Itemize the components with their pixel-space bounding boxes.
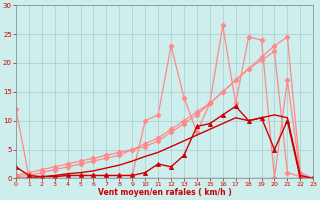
X-axis label: Vent moyen/en rafales ( km/h ): Vent moyen/en rafales ( km/h ) (98, 188, 231, 197)
